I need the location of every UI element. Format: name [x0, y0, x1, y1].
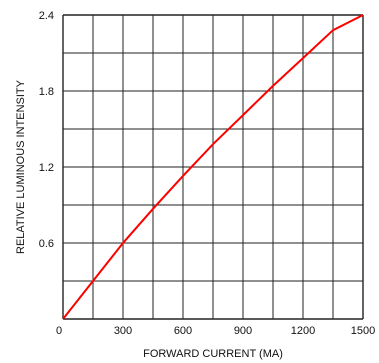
tick-labels: 0 300 600 900 1200 1500 0.6 1.2 1.8 2.4	[39, 10, 376, 337]
x-tick-label: 600	[174, 325, 192, 337]
x-tick-label: 1200	[291, 325, 315, 337]
series-line	[62, 14, 364, 320]
y-tick-label: 2.4	[39, 10, 54, 22]
x-axis-label: FORWARD CURRENT (MA)	[143, 348, 283, 360]
x-tick-label: 0	[56, 325, 62, 337]
y-tick-label: 0.6	[39, 238, 54, 250]
y-tick-label: 1.2	[39, 162, 54, 174]
x-tick-label: 300	[114, 325, 132, 337]
grid	[62, 14, 364, 320]
x-tick-label: 900	[234, 325, 252, 337]
x-tick-label: 1500	[351, 325, 375, 337]
y-axis-label: RELATIVE LUMINOUS INTENSITY	[15, 79, 27, 254]
y-tick-label: 1.8	[39, 86, 54, 98]
